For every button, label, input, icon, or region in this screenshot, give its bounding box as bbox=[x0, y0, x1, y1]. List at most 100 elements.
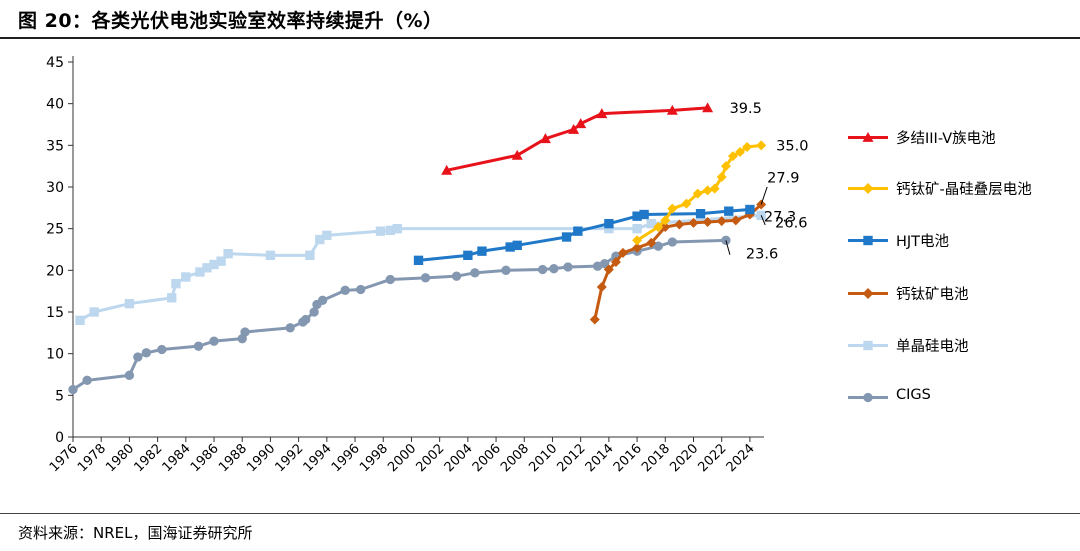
legend-label: 多结III-V族电池 bbox=[896, 131, 996, 147]
y-tick-label: 30 bbox=[46, 180, 64, 196]
x-tick-label: 2000 bbox=[385, 441, 419, 475]
x-tick-label: 1996 bbox=[329, 441, 363, 475]
source-rule bbox=[0, 513, 1080, 514]
x-tick-label: 1980 bbox=[103, 441, 137, 475]
data-point bbox=[322, 230, 332, 241]
end-label: 35.0 bbox=[776, 138, 808, 154]
data-point bbox=[720, 161, 731, 172]
end-label: 39.5 bbox=[730, 101, 762, 117]
data-point bbox=[610, 257, 621, 267]
x-tick-label: 1998 bbox=[357, 441, 391, 475]
data-point bbox=[604, 223, 614, 234]
data-point bbox=[695, 208, 706, 219]
legend-marker-shape bbox=[863, 235, 873, 246]
data-point bbox=[265, 250, 276, 261]
data-point bbox=[75, 315, 85, 326]
data-point bbox=[632, 223, 642, 234]
data-point bbox=[660, 215, 671, 226]
x-tick-label: 2016 bbox=[611, 441, 645, 475]
x-tick-label: 1992 bbox=[272, 441, 306, 475]
data-point bbox=[639, 209, 649, 220]
data-point bbox=[667, 237, 678, 247]
data-point bbox=[681, 198, 692, 209]
data-point bbox=[702, 217, 713, 227]
data-point bbox=[216, 256, 226, 266]
legend-label: HJT电池 bbox=[896, 234, 950, 250]
data-point bbox=[157, 344, 167, 355]
data-point bbox=[632, 211, 642, 221]
data-point bbox=[575, 118, 587, 129]
data-point bbox=[240, 327, 250, 337]
legend-marker-icon bbox=[863, 392, 873, 403]
x-tick-label: 2012 bbox=[554, 441, 588, 475]
y-tick-label: 10 bbox=[46, 347, 64, 363]
series-layer bbox=[68, 102, 767, 395]
y-tick-label: 15 bbox=[46, 305, 64, 321]
x-tick-label: 1982 bbox=[131, 441, 165, 475]
end-label-leader bbox=[760, 215, 766, 226]
end-labels-layer: 39.5 35.0 27.3 27.9 26.6 23.6 bbox=[725, 101, 808, 262]
data-point bbox=[688, 217, 699, 228]
data-point bbox=[305, 250, 315, 261]
x-tick-label: 1994 bbox=[301, 441, 335, 475]
data-point bbox=[392, 223, 403, 234]
legend-marker-icon bbox=[862, 288, 874, 299]
legend-marker-shape bbox=[863, 340, 873, 351]
y-tick-label: 45 bbox=[46, 55, 64, 71]
y-tick-label: 20 bbox=[46, 263, 64, 279]
x-tick-label: 1988 bbox=[216, 441, 250, 475]
data-point bbox=[82, 375, 92, 386]
data-point bbox=[617, 247, 628, 258]
legend-marker-icon bbox=[862, 183, 874, 194]
data-point bbox=[537, 264, 548, 275]
title-rule bbox=[0, 37, 1080, 39]
y-tick-label: 25 bbox=[46, 222, 64, 238]
legend-marker-shape bbox=[862, 132, 874, 142]
data-point bbox=[193, 341, 204, 351]
end-label: 26.6 bbox=[775, 215, 807, 231]
data-point bbox=[632, 242, 643, 253]
legend-label: CIGS bbox=[896, 387, 931, 403]
end-label: 27.3 bbox=[764, 210, 796, 226]
end-label-leader bbox=[725, 240, 731, 255]
data-point bbox=[309, 307, 319, 317]
end-label: 23.6 bbox=[746, 246, 778, 262]
data-point bbox=[441, 164, 453, 175]
data-point bbox=[603, 264, 614, 275]
data-point bbox=[501, 265, 511, 276]
series-line bbox=[79, 213, 762, 322]
y-tick-label: 40 bbox=[46, 97, 64, 113]
figure-title: 图 20：各类光伏电池实验室效率持续提升（%） bbox=[18, 10, 443, 32]
data-point bbox=[512, 240, 522, 251]
data-point bbox=[141, 348, 152, 358]
data-point bbox=[385, 274, 395, 285]
data-point bbox=[596, 108, 608, 119]
data-point bbox=[89, 307, 99, 317]
data-point bbox=[646, 218, 656, 229]
x-tick-label: 2006 bbox=[470, 441, 504, 475]
y-tick-label: 35 bbox=[46, 138, 64, 154]
data-point bbox=[716, 216, 727, 227]
x-tick-label: 2018 bbox=[639, 441, 673, 475]
data-point bbox=[667, 203, 678, 214]
data-point bbox=[709, 183, 720, 194]
x-tick-label: 2010 bbox=[526, 441, 560, 475]
end-label: 27.9 bbox=[767, 171, 799, 187]
x-tick-label: 2020 bbox=[667, 441, 701, 475]
data-point bbox=[167, 293, 177, 303]
data-point bbox=[195, 267, 205, 277]
series-5 bbox=[68, 235, 731, 395]
legend-marker-shape bbox=[862, 183, 874, 194]
legend-label: 钙钛矿-晶硅叠层电池 bbox=[896, 182, 1032, 198]
legend-marker-icon bbox=[863, 235, 873, 246]
data-point bbox=[646, 237, 657, 248]
x-tick-label: 1976 bbox=[47, 441, 81, 475]
data-point bbox=[592, 261, 603, 271]
data-point bbox=[375, 226, 386, 236]
series-line bbox=[72, 238, 726, 391]
data-point bbox=[315, 234, 325, 245]
data-point bbox=[209, 259, 219, 270]
data-point bbox=[589, 314, 600, 325]
data-point bbox=[356, 284, 366, 295]
data-point bbox=[420, 273, 431, 283]
